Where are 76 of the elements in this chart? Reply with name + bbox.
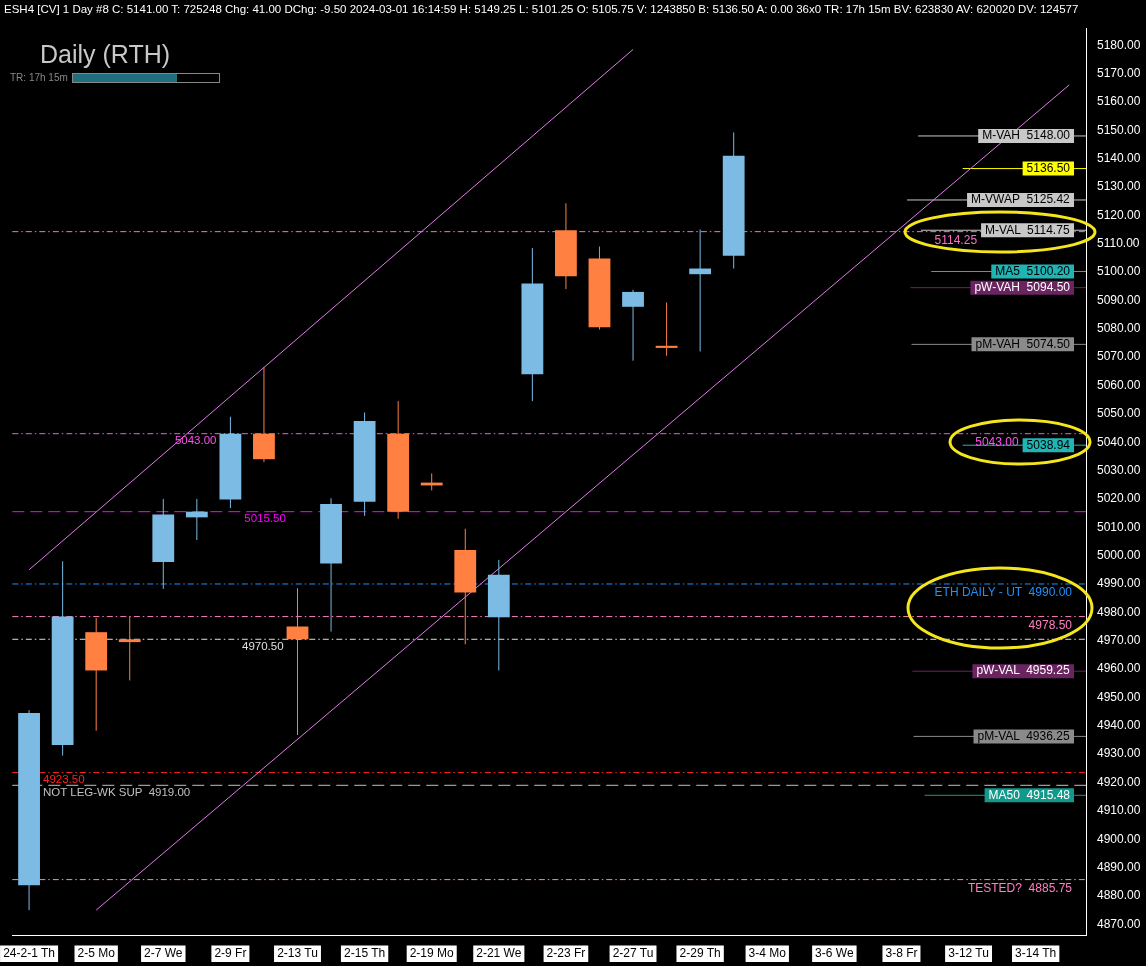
y-tick-label: 4990.00 (1097, 576, 1141, 591)
y-tick-label: 4900.00 (1097, 831, 1141, 846)
ref-line-label: M-VWAP 5125.42 (971, 192, 1071, 207)
x-tick-label: 2-7 We (144, 946, 183, 961)
ref-line-label: MA50 4915.48 (988, 787, 1071, 802)
x-tick-label: 2-29 Th (679, 946, 721, 961)
ref-line-label: M-VAL 5114.75 (985, 222, 1070, 237)
ref-line-label: M-VAH 5148.00 (982, 128, 1071, 143)
y-tick-label: 4920.00 (1097, 774, 1141, 789)
y-tick-label: 5170.00 (1097, 65, 1141, 80)
y-tick-label: 4940.00 (1097, 718, 1141, 733)
y-tick-label: 4890.00 (1097, 859, 1141, 874)
ref-line-label: pM-VAH 5074.50 (975, 336, 1071, 351)
ref-line-label: 5038.94 (1026, 437, 1071, 452)
y-tick-label: 4950.00 (1097, 689, 1141, 704)
x-tick-label: 3-12 Tu (948, 946, 989, 961)
y-tick-label: 5120.00 (1097, 207, 1141, 222)
y-tick-label: 5040.00 (1097, 434, 1141, 449)
y-tick-label: 4960.00 (1097, 661, 1141, 676)
y-tick-label: 5110.00 (1097, 236, 1140, 251)
x-tick-label: 2-21 We (476, 946, 522, 961)
annotation: 5043.00 (174, 434, 217, 447)
ref-line-label: 5043.00 (975, 435, 1019, 450)
y-tick-label: 4870.00 (1097, 916, 1141, 931)
ref-line-label: TESTED? 4885.75 (967, 880, 1073, 895)
candlestick (622, 289, 644, 362)
x-tick-label: 2-9 Fr (214, 946, 247, 961)
y-tick-label: 5010.00 (1097, 519, 1141, 534)
x-tick-label: 2-19 Mo (409, 946, 455, 961)
y-tick-label: 5060.00 (1097, 377, 1141, 392)
y-tick-label: 4970.00 (1097, 633, 1141, 648)
y-tick-label: 5000.00 (1097, 547, 1141, 562)
text: Daily (RTH) (40, 40, 171, 69)
y-tick-label: 5100.00 (1097, 264, 1141, 279)
candlestick (118, 616, 141, 681)
y-tick-label: 5150.00 (1097, 122, 1141, 137)
annotation: NOT LEG-WK SUP 4919.00 (42, 785, 191, 798)
y-tick-label: 5090.00 (1097, 292, 1141, 307)
candlestick (655, 302, 678, 357)
ref-line-label: MA5 5100.20 (995, 263, 1071, 278)
ref-line-label: 4978.50 (1028, 617, 1073, 632)
y-tick-label: 5070.00 (1097, 349, 1141, 364)
y-tick-label: 5130.00 (1097, 179, 1141, 194)
x-tick-label: 3-14 Th (1015, 946, 1057, 961)
chart-subtitle: ESH4 [CV] 1 Day #8 C: 5141.00 T: 725248 Chg: 41.00 DChg: -9.50 2024-03-01 16:14:59 H: 5149.25 L: 5101.25 O: 5105.75 V: 1243850 B: 5136.50 A: 0.00 36x0 TR: 17h 15m BV: 623830 AV: 620020 DV: 124577 (3, 2, 1080, 17)
y-tick-label: 5180.00 (1097, 37, 1141, 52)
ref-line-label: 5114.25 (934, 232, 978, 247)
x-tick-label: 2-23 Fr (546, 946, 586, 961)
x-tick-label: 2-5 Mo (77, 946, 116, 961)
y-tick-label: 5140.00 (1097, 150, 1141, 165)
y-tick-label: 5020.00 (1097, 491, 1141, 506)
x-tick-label: 2-13 Tu (277, 946, 318, 961)
ref-line-label: pM-VAL 4936.25 (977, 728, 1070, 743)
y-tick-label: 4930.00 (1097, 746, 1141, 761)
x-tick-label: 24-2-1 Th (3, 946, 55, 961)
candlestick (286, 587, 309, 736)
ref-line-label: pW-VAL 4959.25 (976, 663, 1070, 678)
x-tick-label: 2-27 Tu (612, 946, 654, 961)
y-tick-label: 4910.00 (1097, 803, 1141, 818)
x-tick-label: 3-4 Mo (748, 946, 787, 961)
annotation: 4970.50 (242, 639, 284, 652)
y-tick-label: 5030.00 (1097, 462, 1141, 477)
y-tick-label: 5160.00 (1097, 94, 1141, 109)
annotation: TR: 17h 15m (10, 72, 68, 83)
ref-line-label: ETH DAILY - UT 4990.00 (934, 585, 1073, 600)
y-tick-label: 5050.00 (1097, 406, 1141, 421)
y-tick-label: 5080.00 (1097, 321, 1141, 336)
annotation: 4923.50 (42, 773, 85, 786)
x-tick-label: 3-6 We (815, 946, 854, 961)
y-tick-label: 4880.00 (1097, 888, 1141, 903)
x-tick-label: 2-15 Th (344, 946, 386, 961)
x-tick-label: 3-8 Fr (885, 946, 918, 961)
annotation: 5015.50 (244, 512, 286, 525)
ref-line-label: pW-VAH 5094.50 (974, 279, 1071, 294)
y-tick-label: 4980.00 (1097, 604, 1141, 619)
ref-line-label: 5136.50 (1026, 160, 1071, 175)
